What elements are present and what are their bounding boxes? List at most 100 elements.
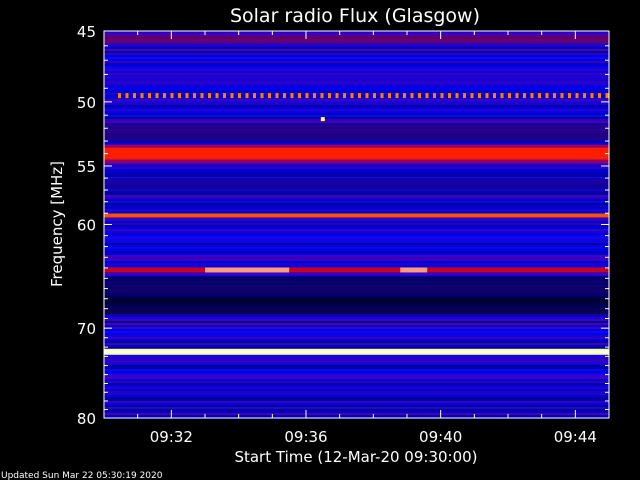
channel-row (104, 381, 609, 383)
spot (320, 117, 325, 122)
channel-row (104, 359, 609, 361)
channel-row (104, 377, 609, 379)
y-axis-label: Frequency [MHz] (48, 161, 66, 287)
channel-row (104, 399, 609, 401)
channel-row (104, 201, 609, 203)
channel-row (104, 43, 609, 45)
dark-band (104, 178, 609, 190)
channel-row (104, 209, 609, 211)
band-dash (185, 93, 189, 99)
channel-row (104, 141, 609, 143)
updated-footer: Updated Sun Mar 22 05:30:19 2020 (1, 471, 163, 480)
channel-row (104, 53, 609, 55)
band-dash (590, 93, 594, 99)
channel-row (104, 121, 609, 123)
band-dash (575, 93, 579, 99)
y-tick-label: 50 (77, 94, 96, 112)
x-tick-label: 09:36 (284, 428, 327, 446)
band-burst (400, 267, 428, 273)
channel-row (104, 263, 609, 265)
channel-row (104, 411, 609, 413)
channel-row (104, 247, 609, 249)
band-dash (508, 93, 511, 99)
channel-row (104, 65, 609, 67)
channel-row (104, 379, 609, 381)
band-dash (410, 93, 414, 99)
channel-row (104, 221, 609, 223)
y-tick-label: 45 (77, 23, 96, 41)
band-dash (425, 93, 429, 99)
channel-row (104, 231, 609, 233)
channel-row (104, 257, 609, 259)
channel-row (104, 59, 609, 61)
channel-row (104, 235, 609, 237)
channel-row (104, 357, 609, 359)
channel-row (104, 389, 609, 391)
channel-row (104, 87, 609, 89)
channel-row (104, 317, 609, 319)
channel-row (104, 93, 609, 95)
channel-row (104, 51, 609, 53)
band-dash (155, 93, 159, 99)
channel-row (104, 395, 609, 397)
channel-row (104, 319, 609, 321)
channel-row (104, 315, 609, 317)
channel-row (104, 75, 609, 77)
channel-row (104, 165, 609, 167)
channel-row (104, 217, 609, 219)
channel-row (104, 219, 609, 221)
band-dash (133, 93, 136, 99)
band-dash (118, 93, 121, 99)
channel-row (104, 323, 609, 325)
band-dash (538, 93, 541, 99)
channel-row (104, 363, 609, 365)
band-dash (253, 93, 256, 99)
x-tick-label: 09:40 (419, 428, 462, 446)
channel-row (104, 195, 609, 197)
band-dash (523, 93, 526, 99)
channel-row (104, 225, 609, 227)
channel-row (104, 223, 609, 225)
channel-row (104, 237, 609, 239)
channel-row (104, 265, 609, 267)
band-dash (200, 93, 204, 99)
channel-row (104, 57, 609, 59)
band-dash (545, 93, 549, 99)
channel-row (104, 397, 609, 399)
band-dash (440, 93, 444, 99)
channel-row (104, 117, 609, 119)
channel-row (104, 371, 609, 373)
channel-row (104, 171, 609, 173)
band-dash (395, 93, 399, 99)
channel-row (104, 253, 609, 255)
channel-row (104, 163, 609, 165)
channel-row (104, 79, 609, 81)
channel-row (104, 91, 609, 93)
band-dash (305, 93, 309, 99)
channel-row (104, 245, 609, 247)
channel-row (104, 31, 609, 33)
band-dash (148, 93, 151, 99)
band-glow (104, 159, 609, 164)
band-dash (170, 93, 174, 99)
band-dash (605, 93, 609, 99)
channel-row (104, 85, 609, 87)
band-burst (205, 267, 290, 273)
channel-row (104, 33, 609, 35)
channel-row (104, 341, 609, 343)
channel-row (104, 239, 609, 241)
band-dash (193, 93, 196, 99)
channel-row (104, 71, 609, 73)
channel-row (104, 207, 609, 209)
band-dash (403, 93, 406, 99)
channel-row (104, 97, 609, 99)
channel-row (104, 103, 609, 105)
channel-row (104, 331, 609, 333)
band-dash (215, 93, 219, 99)
band-dash (485, 93, 489, 99)
channel-row (104, 109, 609, 111)
channel-row (104, 203, 609, 205)
band-dash (335, 93, 339, 99)
channel-row (104, 193, 609, 195)
